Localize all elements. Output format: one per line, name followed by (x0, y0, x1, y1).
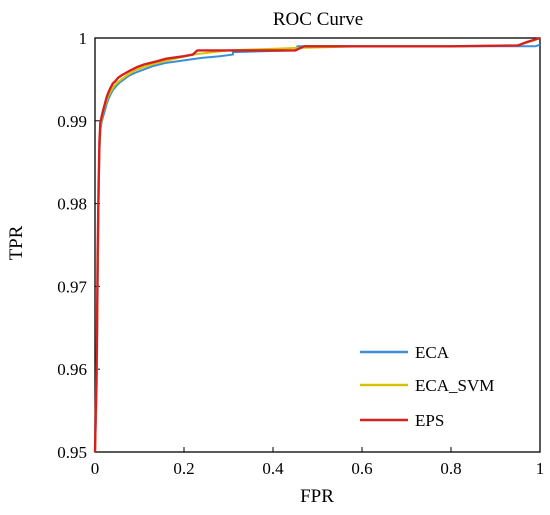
series-line-eps (93, 36, 541, 453)
x-axis-label: FPR (300, 486, 334, 507)
y-tick-label: 1 (79, 29, 88, 48)
x-tick-label: 0.8 (440, 459, 461, 478)
legend-label: ECA_SVM (415, 376, 494, 395)
x-tick-label: 0.2 (173, 459, 194, 478)
y-axis: 0.95 0.96 0.97 0.98 0.99 1 (57, 29, 100, 462)
legend-label: ECA (415, 343, 450, 362)
x-tick-label: 0.6 (351, 459, 372, 478)
x-tick-label: 0 (91, 459, 100, 478)
legend-label: EPS (415, 411, 444, 430)
y-axis-label: TPR (6, 225, 27, 260)
x-axis: 0 0.2 0.4 0.6 0.8 1 (91, 447, 545, 478)
y-tick-label: 0.98 (57, 195, 87, 214)
y-tick-label: 0.99 (57, 112, 87, 131)
legend: ECA ECA_SVM EPS (360, 343, 494, 430)
y-tick-label: 0.97 (57, 277, 87, 296)
y-tick-label: 0.96 (57, 360, 87, 379)
plot-frame (94, 37, 541, 453)
x-tick-label: 1 (536, 459, 545, 478)
plot-border (94, 37, 541, 453)
x-tick-label: 0.4 (262, 459, 284, 478)
chart-title: ROC Curve (273, 9, 363, 30)
series-lines (93, 36, 541, 453)
y-tick-label: 0.95 (57, 443, 87, 462)
